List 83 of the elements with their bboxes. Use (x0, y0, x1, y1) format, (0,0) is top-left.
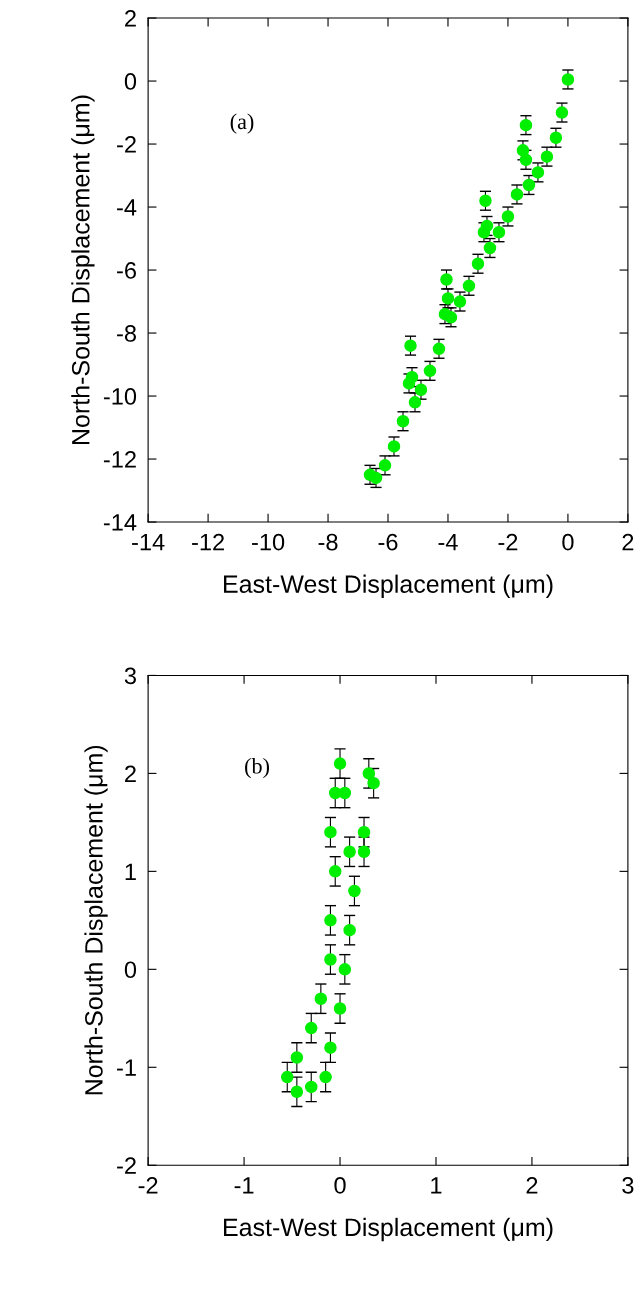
x-tick-label: 3 (622, 1176, 634, 1194)
y-axis-title: North-South Displacement (μm) (71, 95, 95, 444)
point (338, 963, 352, 976)
y-tick-label: 3 (124, 667, 136, 685)
y-tick-label: -4 (117, 199, 137, 216)
point (324, 1041, 337, 1054)
y-tick-label: -10 (103, 388, 137, 405)
point (328, 865, 342, 878)
y-tick-label: 2 (125, 765, 136, 782)
x-tick-label: 0 (562, 533, 574, 551)
point (555, 106, 569, 119)
point (378, 459, 392, 472)
point (471, 257, 485, 270)
point (402, 377, 416, 390)
x-tick-label: -8 (318, 533, 338, 551)
point (333, 757, 347, 770)
point (324, 914, 337, 927)
x-tick-label: -2 (138, 1176, 158, 1194)
point (324, 953, 337, 966)
point (404, 339, 417, 352)
y-tick-label: -2 (117, 1157, 136, 1174)
point (290, 1051, 304, 1064)
y-tick-label: -6 (117, 262, 136, 279)
point (492, 225, 506, 239)
point (531, 166, 545, 179)
point (333, 1002, 347, 1015)
point (281, 1070, 294, 1084)
y-axis-title: North-South Displacement (μm) (84, 745, 108, 1095)
point (343, 845, 356, 859)
y-tick-label: -1 (117, 1059, 136, 1076)
point (483, 241, 497, 255)
y-tick-label: 1 (125, 863, 136, 880)
y-tick-label: -14 (103, 514, 137, 531)
point (540, 150, 554, 163)
point (314, 992, 328, 1005)
annotation: (b) (245, 757, 270, 779)
x-tick-label: 0 (334, 1176, 346, 1194)
point (367, 776, 380, 790)
x-tick-label: 1 (431, 1177, 442, 1194)
point (516, 144, 530, 157)
point (343, 923, 356, 937)
point (290, 1085, 304, 1099)
x-tick-label: -4 (438, 534, 458, 551)
x-axis-title: East-West Displacement (μm) (224, 574, 553, 598)
point (453, 295, 467, 308)
point (362, 767, 376, 780)
y-tick-label: -12 (103, 451, 136, 468)
point (501, 210, 515, 223)
point (477, 225, 491, 239)
x-axis-title: East-West Displacement (μm) (224, 1217, 553, 1242)
point (348, 884, 361, 898)
x-tick-label: 2 (526, 1176, 538, 1194)
x-tick-label: -1 (234, 1177, 254, 1194)
y-tick-label: -8 (117, 325, 136, 342)
point (519, 118, 533, 132)
point (304, 1021, 318, 1035)
y-tick-label: 2 (125, 10, 136, 27)
point (522, 178, 536, 192)
point (324, 825, 337, 839)
x-tick-label: -12 (192, 533, 224, 551)
point (432, 342, 446, 356)
point (338, 786, 352, 800)
point (549, 131, 563, 144)
point (408, 396, 422, 409)
point (440, 273, 453, 286)
point (479, 194, 492, 207)
point (510, 188, 524, 201)
x-tick-label: -6 (378, 533, 398, 551)
x-tick-label: 2 (622, 533, 634, 551)
point (414, 383, 428, 396)
x-tick-label: -2 (498, 533, 518, 551)
x-tick-label: -10 (252, 533, 285, 551)
point (387, 440, 401, 453)
point (357, 845, 371, 859)
point (462, 279, 476, 293)
point (328, 786, 342, 800)
annotation: (a) (230, 113, 254, 134)
point (319, 1070, 332, 1084)
y-tick-label: -2 (117, 136, 136, 153)
y-tick-label: 0 (124, 73, 137, 90)
point (561, 73, 575, 86)
point (304, 1080, 318, 1094)
y-tick-label: 0 (124, 961, 137, 979)
